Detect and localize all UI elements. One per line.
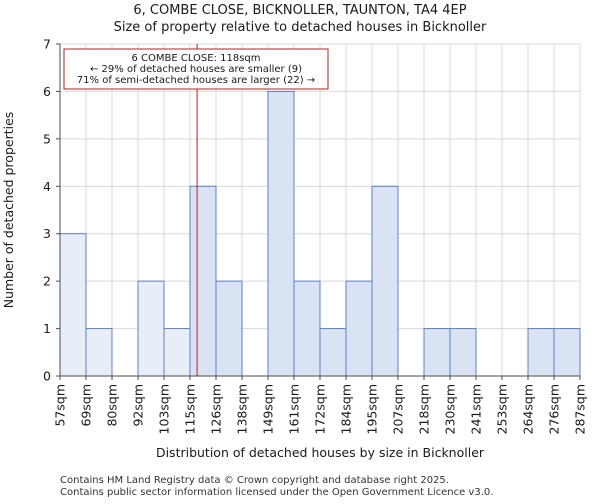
bar-57sqm xyxy=(59,233,87,377)
y-axis-label: Number of detached properties xyxy=(1,112,16,309)
footer-line-2: Contains public sector information licen… xyxy=(60,487,493,498)
x-tick-label: 149sqm xyxy=(261,384,276,434)
x-tick-label: 287sqm xyxy=(573,384,588,434)
annotation-frame xyxy=(63,48,329,90)
x-tick-label: 264sqm xyxy=(521,384,536,434)
annotation-line-2: ← 29% of detached houses are smaller (9) xyxy=(90,64,302,75)
bar-103sqm xyxy=(163,328,191,377)
y-tick-label: 6 xyxy=(43,84,51,99)
bar-218sqm xyxy=(423,328,451,377)
y-tick-label: 3 xyxy=(43,226,51,241)
x-tick-label: 184sqm xyxy=(339,384,354,434)
x-tick-label: 92sqm xyxy=(131,384,146,427)
bar-92sqm xyxy=(137,280,165,377)
y-tick-label: 7 xyxy=(43,37,51,52)
x-tick-label: 138sqm xyxy=(235,384,250,434)
bar-230sqm xyxy=(449,328,477,377)
chart-title: 6, COMBE CLOSE, BICKNOLLER, TAUNTON, TA4… xyxy=(133,3,466,18)
x-tick-label: 57sqm xyxy=(53,384,68,427)
bar-149sqm xyxy=(267,90,295,377)
x-tick-label: 172sqm xyxy=(313,384,328,434)
bar-276sqm xyxy=(553,328,581,377)
x-tick-label: 69sqm xyxy=(79,384,94,427)
annotation-line-1: 6 COMBE CLOSE: 118sqm xyxy=(131,53,260,64)
x-tick-label: 195sqm xyxy=(365,384,380,434)
x-tick-label: 161sqm xyxy=(287,384,302,434)
bar-195sqm xyxy=(371,185,399,377)
bar-126sqm xyxy=(215,280,243,377)
x-tick-label: 253sqm xyxy=(495,384,510,434)
x-tick-labels: 57sqm 69sqm 80sqm 92sqm 103sqm 115sqm 126sqm 13… xyxy=(53,376,588,434)
bars xyxy=(59,90,581,377)
y-tick-labels: 0 1 2 3 4 5 6 7 xyxy=(43,37,60,384)
x-tick-label: 80sqm xyxy=(105,384,120,427)
annotation-line-3: 71% of semi-detached houses are larger (… xyxy=(77,75,315,86)
chart-subtitle: Size of property relative to detached ho… xyxy=(114,20,487,35)
bar-172sqm xyxy=(319,328,347,377)
y-tick-label: 4 xyxy=(43,179,51,194)
bar-115sqm xyxy=(189,185,217,377)
x-tick-label: 230sqm xyxy=(443,384,458,434)
annotation-box: 6 COMBE CLOSE: 118sqm ← 29% of detached … xyxy=(63,48,329,90)
x-axis-label: Distribution of detached houses by size … xyxy=(156,445,485,460)
x-tick-label: 241sqm xyxy=(469,384,484,434)
bar-264sqm xyxy=(527,328,555,377)
y-tick-label: 0 xyxy=(43,369,51,384)
x-tick-label: 276sqm xyxy=(547,384,562,434)
x-tick-label: 126sqm xyxy=(209,384,224,434)
bar-69sqm xyxy=(85,328,113,377)
footer-line-1: Contains HM Land Registry data © Crown c… xyxy=(60,475,449,486)
bar-161sqm xyxy=(293,280,321,377)
x-tick-label: 218sqm xyxy=(417,384,432,434)
bar-184sqm xyxy=(345,280,373,377)
y-tick-label: 1 xyxy=(43,321,51,336)
x-tick-label: 115sqm xyxy=(183,384,198,434)
x-tick-label: 103sqm xyxy=(157,384,172,434)
x-tick-label: 207sqm xyxy=(391,384,406,434)
y-tick-label: 2 xyxy=(43,274,51,289)
y-tick-label: 5 xyxy=(43,131,51,146)
